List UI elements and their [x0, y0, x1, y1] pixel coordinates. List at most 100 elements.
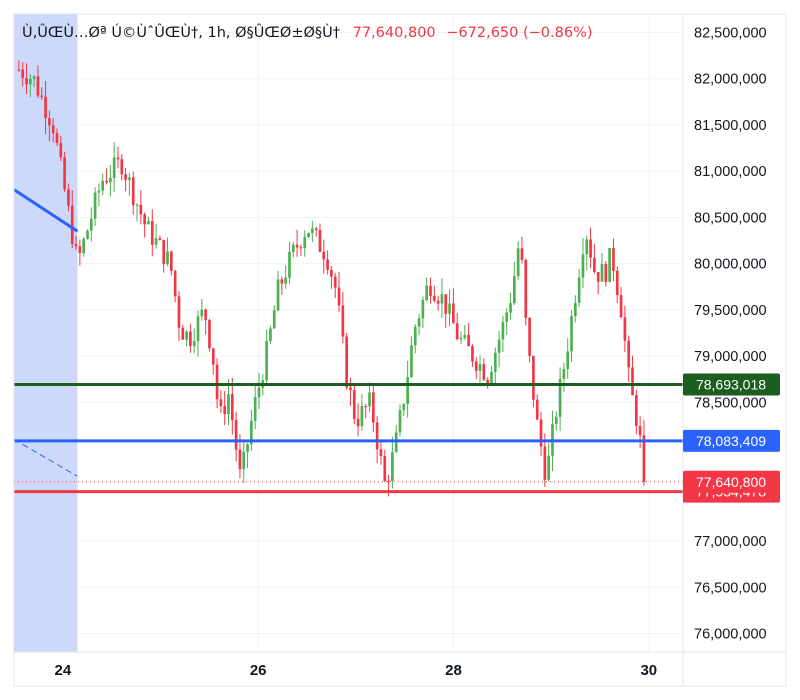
candle-body — [596, 272, 600, 282]
candle-body — [48, 118, 51, 126]
candle-body — [608, 248, 611, 282]
x-tick-label: 28 — [445, 662, 462, 679]
candle-body — [82, 238, 86, 254]
candle-body — [501, 321, 505, 340]
candle-body — [532, 355, 535, 400]
candle-body — [311, 228, 314, 233]
candle-body — [109, 177, 112, 183]
candle-body — [471, 346, 474, 362]
candle-body — [78, 246, 82, 254]
candle-body — [185, 331, 188, 340]
candle-body — [581, 254, 585, 278]
candle-body — [162, 240, 166, 264]
candle-body — [97, 190, 101, 193]
candle-body — [44, 96, 47, 119]
candle-body — [600, 264, 604, 282]
candle-body — [516, 248, 520, 277]
candle-body — [177, 296, 181, 328]
candle-body — [478, 364, 482, 371]
candle-body — [253, 397, 257, 421]
candle-body — [417, 318, 421, 327]
candle-body — [444, 294, 448, 314]
y-tick-label: 79,500,000 — [694, 303, 767, 319]
candle-body — [566, 351, 570, 370]
candle-body — [429, 285, 432, 296]
candle-body — [307, 232, 310, 237]
candle-body — [173, 270, 177, 297]
candle-body — [135, 204, 139, 206]
candle-body — [539, 419, 543, 447]
candle-body — [55, 133, 59, 144]
candle-body — [520, 248, 524, 261]
last-price-badge-bg — [683, 470, 780, 493]
candle-body — [330, 269, 333, 277]
candle-body — [21, 69, 25, 79]
candle-body — [490, 371, 493, 384]
candle-body — [558, 378, 562, 417]
candle-body — [573, 302, 577, 317]
candle-body — [425, 285, 429, 301]
candle-body — [570, 316, 573, 352]
candle-body — [554, 416, 558, 425]
candle-body — [524, 260, 528, 318]
candle-body — [352, 390, 356, 419]
candle-body — [497, 339, 501, 353]
candles — [17, 60, 646, 497]
x-tick-label: 24 — [54, 662, 71, 679]
level-badge: 78,693,018 — [696, 377, 766, 393]
candle-body — [513, 276, 516, 304]
candle-body — [448, 303, 451, 314]
candle-body — [59, 143, 63, 158]
candle-body — [105, 180, 108, 183]
candle-body — [93, 192, 97, 219]
candle-body — [638, 426, 642, 436]
last-price-badge: 77,640,800 — [696, 474, 766, 490]
y-tick-label: 81,500,000 — [694, 118, 767, 134]
candle-body — [227, 394, 230, 415]
candle-body — [150, 221, 154, 245]
x-tick-label: 26 — [250, 662, 267, 679]
chart-header: Ù‚ÛŒÙ…Øª Ú©ÙˆÛŒÙ†, 1h, Ø§ÛŒØ±Ø§Ù† 77,640… — [22, 25, 593, 41]
candle-body — [455, 323, 459, 340]
candle-body — [131, 177, 135, 206]
candle-body — [333, 276, 337, 288]
candle-body — [387, 480, 390, 482]
candle-body — [375, 422, 379, 450]
candle-body — [368, 392, 371, 407]
candle-body — [51, 125, 55, 134]
candle-body — [364, 406, 368, 408]
plot-area — [14, 14, 683, 652]
candle-body — [276, 279, 280, 311]
candle-body — [345, 336, 348, 388]
candle-body — [322, 251, 326, 260]
candle-body — [543, 446, 547, 480]
candle-body — [360, 406, 364, 427]
candle-body — [398, 410, 402, 433]
y-tick-label: 76,500,000 — [694, 580, 767, 596]
candle-body — [120, 159, 124, 175]
candle-body — [406, 377, 409, 404]
candle-body — [166, 251, 169, 264]
candle-body — [116, 157, 120, 160]
candle-body — [493, 352, 497, 372]
candle-body — [349, 387, 352, 391]
candle-body — [463, 334, 467, 338]
candle-body — [299, 247, 303, 249]
candle-body — [40, 95, 44, 97]
candle-body — [234, 419, 238, 450]
candle-body — [467, 334, 470, 347]
candle-body — [623, 317, 627, 341]
candle-body — [528, 317, 531, 356]
y-tick-label: 79,000,000 — [694, 349, 767, 365]
candle-body — [269, 328, 272, 341]
candle-body — [272, 310, 276, 329]
candle-body — [474, 361, 478, 371]
candle-body — [124, 174, 127, 180]
candle-body — [128, 177, 131, 180]
candle-body — [619, 295, 623, 318]
candle-body — [192, 341, 196, 346]
candle-body — [280, 279, 284, 284]
candle-body — [196, 316, 200, 342]
